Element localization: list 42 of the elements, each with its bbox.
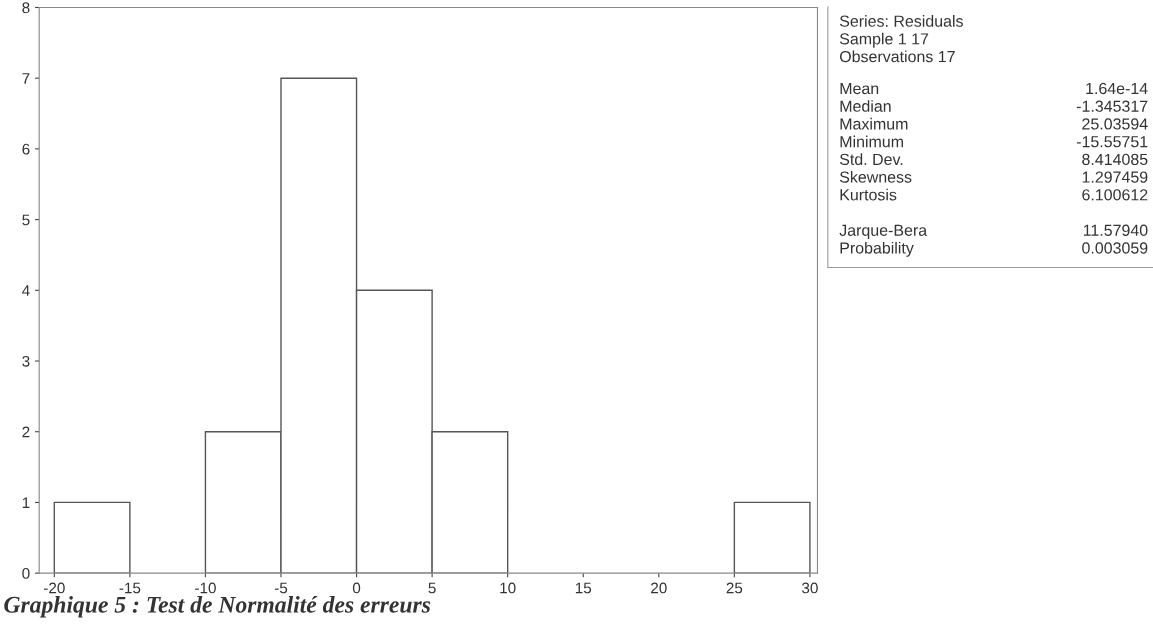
text: -1.345317 xyxy=(1076,100,1148,112)
text: Minimum xyxy=(840,135,903,148)
x-tick-label: -5 xyxy=(274,582,288,594)
text: Observations 17 xyxy=(839,50,955,63)
text: Graphique 5 : Test de Normalité des erreurs xyxy=(4,596,431,618)
text: Mean xyxy=(840,83,879,95)
text: Skewness xyxy=(839,171,912,183)
text: 8.414085 xyxy=(1082,153,1148,166)
text: Probability xyxy=(840,241,914,257)
text: 0.003059 xyxy=(1082,242,1148,254)
x-tick-label: -10 xyxy=(195,582,216,594)
y-tick-label: 3 xyxy=(22,355,30,367)
y-tick-label: 8 xyxy=(22,2,30,14)
text: -15.55751 xyxy=(1076,136,1148,148)
y-tick-label: 5 xyxy=(22,214,30,226)
y-tick-label: 0 xyxy=(22,567,30,579)
x-tick-label: 20 xyxy=(651,582,667,594)
y-tick-label: 7 xyxy=(22,73,30,84)
x-tick-label: 25 xyxy=(726,582,743,594)
x-tick-label: -20 xyxy=(43,582,65,594)
x-tick-label: 5 xyxy=(428,582,436,594)
x-tick-label: 10 xyxy=(500,582,516,594)
text: 1.64e-14 xyxy=(1086,82,1148,95)
x-tick-label: 30 xyxy=(802,582,818,594)
text: 1.297459 xyxy=(1082,171,1148,183)
y-tick-label: 1 xyxy=(22,497,30,508)
text: Jarque-Bera xyxy=(839,224,928,240)
text: Kurtosis xyxy=(840,188,897,201)
y-tick-label: 2 xyxy=(22,426,30,438)
y-tick-label: 4 xyxy=(22,285,30,296)
text: 6.100612 xyxy=(1082,189,1148,201)
text: 25.03594 xyxy=(1082,118,1148,130)
x-tick-label: 15 xyxy=(575,582,592,594)
x-tick-label: 0 xyxy=(352,582,361,594)
text: Sample 1 17 xyxy=(839,32,929,48)
x-tick-label: -15 xyxy=(119,582,141,594)
text: Series: Residuals xyxy=(839,15,963,27)
y-tick-label: 6 xyxy=(22,143,30,155)
text: Maximum xyxy=(840,117,908,130)
text: 11.57940 xyxy=(1083,224,1148,236)
text: Std. Dev. xyxy=(839,153,903,166)
text: Median xyxy=(840,100,891,112)
